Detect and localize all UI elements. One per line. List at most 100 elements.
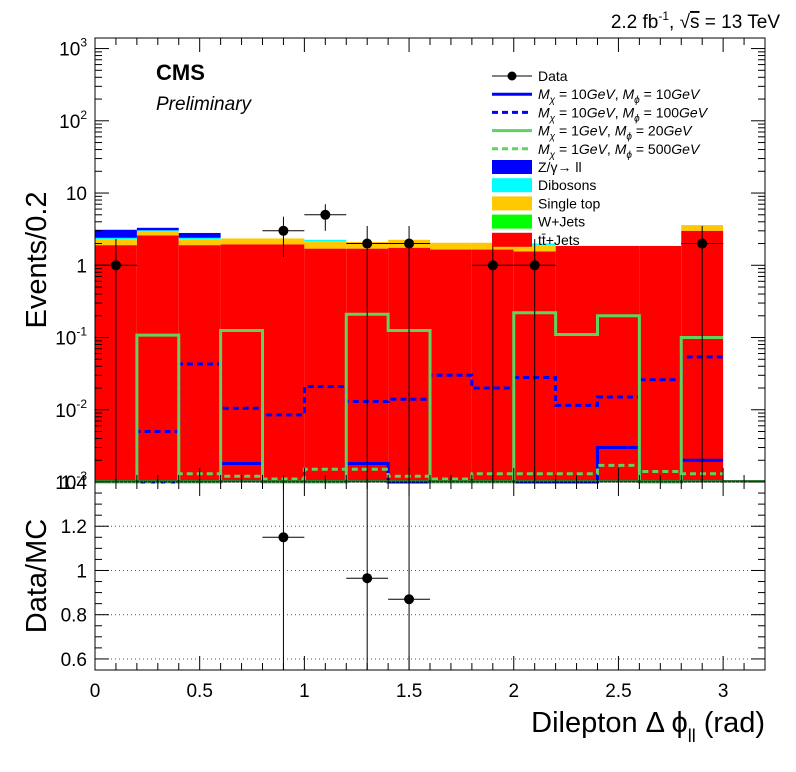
legend-unit: GeV <box>679 104 709 120</box>
legend-eq1: = <box>555 141 571 157</box>
y-tick-base: 1 <box>76 256 87 277</box>
y-tick-label: 10-1 <box>55 325 87 350</box>
ratio-y-tick-label: 0.6 <box>61 650 87 671</box>
legend-phi: ϕ <box>626 132 632 143</box>
legend-mass: M <box>538 86 550 102</box>
legend-chi: χ <box>549 132 556 143</box>
ratio-y-tick-label: 0.8 <box>61 606 87 627</box>
legend-comma: , <box>607 123 615 139</box>
legend-eq2: = <box>640 104 656 120</box>
stack-bar-zgamma <box>178 232 221 238</box>
legend-eq1: = <box>555 86 571 102</box>
stack-bar-ttjets <box>304 248 347 482</box>
ratio-y-tick-label: 1.4 <box>61 473 88 494</box>
legend-mass: M <box>622 86 634 102</box>
legend-mphi: 20 <box>648 123 664 139</box>
legend-eq2: = <box>640 86 656 102</box>
legend-eq1: = <box>555 123 571 139</box>
legend-mphi: 500 <box>648 141 672 157</box>
data-point <box>404 238 415 249</box>
x-tick-label: 0 <box>90 681 101 702</box>
legend-unit: GeV <box>671 141 701 157</box>
legend-swatch-wjets <box>492 214 532 229</box>
legend-label-wjets: W+Jets <box>538 214 585 230</box>
ratio-y-tick-label: 1 <box>76 561 87 582</box>
legend-comma: , <box>615 86 623 102</box>
y-tick-label: 10-2 <box>55 397 87 422</box>
legend-label-sig3: Mχ = 1GeV, Mϕ = 20GeV <box>538 123 693 143</box>
legend-phi: ϕ <box>634 95 640 106</box>
legend-mphi: 100 <box>656 104 680 120</box>
legend-swatch-dibosons <box>492 178 532 193</box>
legend-comma: , <box>607 141 615 157</box>
legend-label-zgamma: Z/γ→ ll <box>538 159 582 175</box>
y-tick-base: 10 <box>55 329 76 350</box>
ratio-y-tick-label: 1.2 <box>61 517 87 538</box>
data-point <box>110 260 121 271</box>
legend-unit: GeV <box>579 141 609 157</box>
legend-mass: M <box>615 141 627 157</box>
stack-bar-zgamma <box>136 227 179 231</box>
data-point <box>697 238 708 249</box>
legend-mx: 10 <box>571 86 587 102</box>
stack-bar-singletop <box>178 239 221 246</box>
legend-mass: M <box>622 104 634 120</box>
ratio-plot: 0.6 0.8 1 1.2 1.4 0 0.5 1 1.5 2 2.5 3 Data/MC Dilepto… <box>21 473 766 746</box>
stack-bar-ttjets <box>136 235 179 482</box>
legend-phi: ϕ <box>634 113 640 124</box>
y-tick-exp: 2 <box>80 108 87 122</box>
y-tick-exp: -1 <box>76 325 87 339</box>
y-tick-label: 103 <box>59 36 87 61</box>
legend-eq2: = <box>632 123 648 139</box>
x-axis-title: Dilepton Δ ϕll (rad) <box>531 707 765 746</box>
x-axis-title-main: Dilepton Δ ϕ <box>531 707 688 739</box>
y-tick-label: 10-3 <box>55 469 87 494</box>
legend-eq2: = <box>632 141 648 157</box>
stack-bar-ttjets <box>639 245 682 482</box>
data-point <box>278 225 289 236</box>
legend-mx: 1 <box>571 141 579 157</box>
legend-chi: χ <box>549 95 556 106</box>
legend-mass: M <box>538 123 550 139</box>
legend-label-sig4: Mχ = 1GeV, Mϕ = 500GeV <box>538 141 701 161</box>
y-tick-exp: 3 <box>80 36 87 50</box>
legend-swatch-ttjets <box>492 232 532 247</box>
legend-label-data: Data <box>538 68 568 84</box>
legend-unit: GeV <box>663 123 693 139</box>
legend-mx: 1 <box>571 123 579 139</box>
legend-swatch-zgamma <box>492 160 532 174</box>
legend-phi: ϕ <box>626 150 632 161</box>
stack-bar-dibosons <box>136 230 179 232</box>
stack-bar-dibosons <box>178 237 221 240</box>
legend-label-sig2: Mχ = 10GeV, Mϕ = 100GeV <box>538 104 709 124</box>
y-tick-label: 102 <box>59 108 87 133</box>
x-axis-title-sub: ll <box>688 726 696 746</box>
x-tick-label: 2.5 <box>605 681 631 702</box>
legend-unit: GeV <box>671 86 701 102</box>
legend-unit: GeV <box>587 86 617 102</box>
legend-mphi: 10 <box>656 86 672 102</box>
data-point <box>320 209 331 220</box>
legend-label-sig1: Mχ = 10GeV, Mϕ = 10GeV <box>538 86 701 106</box>
data-point <box>529 260 540 271</box>
stack-bar-ttjets <box>430 249 472 482</box>
stack-bar-singletop <box>220 238 263 245</box>
stack-bar-singletop <box>430 242 472 250</box>
legend-chi: χ <box>549 150 556 161</box>
stack-bar-dibosons <box>95 237 137 240</box>
legend-mx: 10 <box>571 104 587 120</box>
x-tick-label: 1 <box>299 681 310 702</box>
stack-bar-zgamma <box>95 229 137 238</box>
legend-unit: GeV <box>579 123 609 139</box>
legend-mass: M <box>538 141 550 157</box>
y-tick-base: 10 <box>55 401 76 422</box>
y-tick-exp: -3 <box>76 469 87 483</box>
data-point <box>362 238 373 249</box>
y-tick-base: 10 <box>59 112 80 133</box>
stack-bar-ttjets <box>555 245 598 482</box>
legend-eq1: = <box>555 104 571 120</box>
legend-chi: χ <box>549 113 556 124</box>
